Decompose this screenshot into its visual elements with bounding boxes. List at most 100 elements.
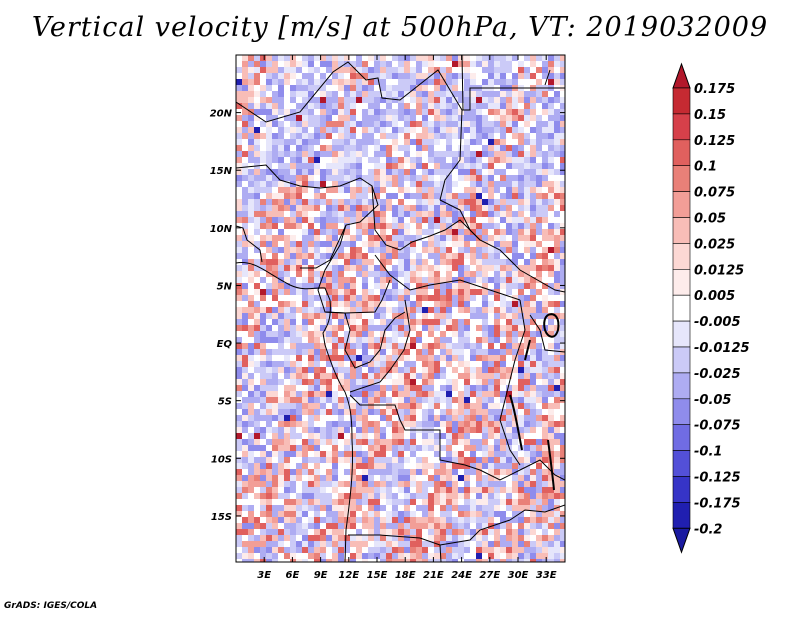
field-cell <box>416 271 422 277</box>
field-cell <box>404 439 410 445</box>
field-cell <box>314 313 320 319</box>
field-cell <box>236 199 242 205</box>
field-cell <box>524 415 530 421</box>
field-cell <box>338 217 344 223</box>
field-cell <box>308 169 314 175</box>
field-cell <box>308 463 314 469</box>
field-cell <box>344 307 350 313</box>
field-cell <box>302 559 308 562</box>
field-cell <box>392 103 398 109</box>
colorbar-swatch <box>672 372 691 400</box>
field-cell <box>392 469 398 475</box>
field-cell <box>284 373 290 379</box>
field-cell <box>410 385 416 391</box>
field-cell <box>464 235 470 241</box>
field-cell <box>560 553 565 559</box>
field-cell <box>332 469 338 475</box>
field-cell <box>398 133 404 139</box>
field-cell <box>362 541 368 547</box>
field-cell <box>524 553 530 559</box>
field-cell <box>512 151 518 157</box>
field-cell <box>302 385 308 391</box>
field-cell <box>308 283 314 289</box>
field-cell <box>374 529 380 535</box>
field-cell <box>416 109 422 115</box>
field-cell <box>500 265 506 271</box>
field-cell <box>314 199 320 205</box>
field-cell <box>362 475 368 481</box>
field-cell <box>344 151 350 157</box>
field-cell <box>542 385 548 391</box>
field-cell <box>524 421 530 427</box>
field-cell <box>446 409 452 415</box>
colorbar-swatch <box>672 243 691 270</box>
field-cell <box>488 91 494 97</box>
field-cell <box>452 271 458 277</box>
field-cell <box>446 343 452 349</box>
field-cell <box>440 133 446 139</box>
field-cell <box>290 469 296 475</box>
field-cell <box>350 403 356 409</box>
field-cell <box>518 427 524 433</box>
field-cell <box>350 283 356 289</box>
field-cell <box>302 373 308 379</box>
field-cell <box>416 337 422 343</box>
field-cell <box>536 343 542 349</box>
field-cell <box>446 157 452 163</box>
field-cell <box>332 205 338 211</box>
field-cell <box>476 481 482 487</box>
field-cell <box>242 61 248 67</box>
field-cell <box>248 439 254 445</box>
field-cell <box>416 433 422 439</box>
field-cell <box>350 295 356 301</box>
field-cell <box>284 133 290 139</box>
field-cell <box>518 79 524 85</box>
field-cell <box>536 109 542 115</box>
field-cell <box>482 61 488 67</box>
field-cell <box>518 205 524 211</box>
field-cell <box>254 241 260 247</box>
field-cell <box>362 433 368 439</box>
field-cell <box>320 397 326 403</box>
field-cell <box>446 103 452 109</box>
field-cell <box>296 175 302 181</box>
field-cell <box>512 157 518 163</box>
field-cell <box>488 307 494 313</box>
field-cell <box>464 181 470 187</box>
field-cell <box>470 535 476 541</box>
field-cell <box>422 241 428 247</box>
field-cell <box>272 409 278 415</box>
field-cell <box>404 175 410 181</box>
field-cell <box>518 505 524 511</box>
field-cell <box>392 439 398 445</box>
field-cell <box>380 427 386 433</box>
field-cell <box>512 397 518 403</box>
field-cell <box>410 439 416 445</box>
field-cell <box>296 481 302 487</box>
colorbar-swatch <box>672 502 691 529</box>
field-cell <box>362 73 368 79</box>
field-cell <box>254 541 260 547</box>
field-cell <box>404 343 410 349</box>
field-cell <box>254 103 260 109</box>
field-cell <box>488 253 494 259</box>
field-cell <box>500 151 506 157</box>
field-cell <box>428 187 434 193</box>
field-cell <box>416 529 422 535</box>
field-cell <box>506 235 512 241</box>
field-cell <box>434 481 440 487</box>
field-cell <box>260 457 266 463</box>
field-cell <box>338 277 344 283</box>
field-cell <box>500 421 506 427</box>
field-cell <box>392 487 398 493</box>
field-cell <box>368 205 374 211</box>
field-cell <box>326 223 332 229</box>
field-cell <box>512 385 518 391</box>
field-cell <box>380 235 386 241</box>
field-cell <box>368 295 374 301</box>
field-cell <box>266 535 272 541</box>
field-cell <box>380 229 386 235</box>
field-cell <box>314 187 320 193</box>
field-cell <box>356 541 362 547</box>
field-cell <box>470 343 476 349</box>
